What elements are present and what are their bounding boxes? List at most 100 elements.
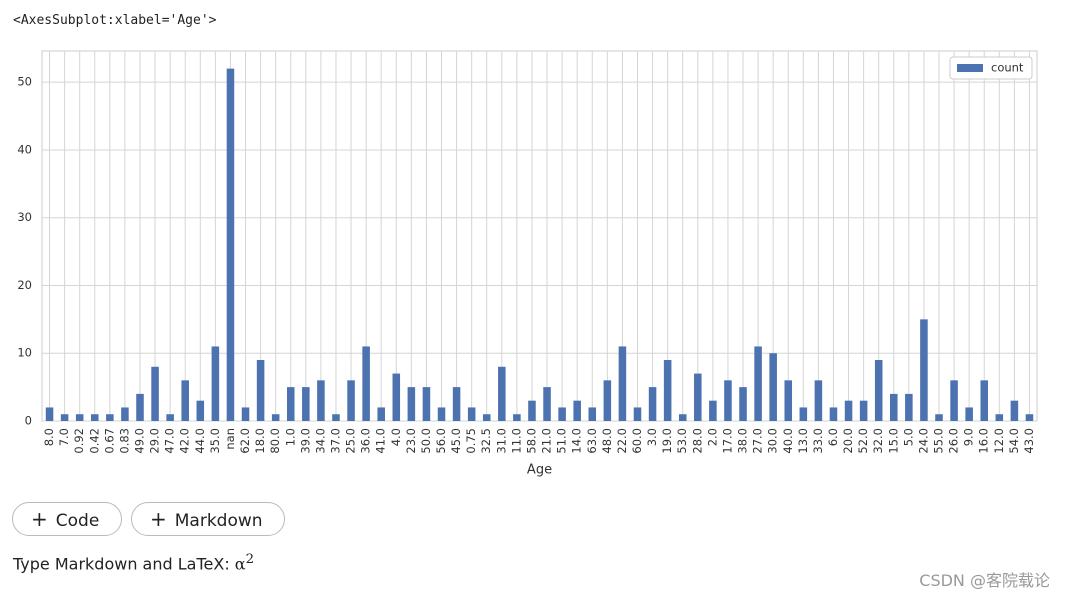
x-tick-label: 20.0 [841,428,855,454]
bar [302,387,310,421]
bar [769,353,777,421]
bar [603,380,612,421]
bar [920,319,928,421]
bar [166,414,174,421]
x-tick-label: 0.92 [72,428,86,454]
add-markdown-button[interactable]: + Markdown [131,502,285,536]
bar [784,380,793,421]
bar [709,400,717,421]
x-tick-label: 9.0 [962,428,976,446]
bar [452,387,461,421]
x-tick-label: 49.0 [132,428,146,454]
x-tick-label: 34.0 [313,428,327,454]
y-tick-label: 40 [17,142,32,156]
x-tick-label: 52.0 [856,428,870,454]
y-tick-label: 30 [17,210,32,224]
bar [45,407,54,421]
plot-area [41,50,1038,422]
x-tick-label: 25.0 [344,428,358,454]
bar [151,366,159,421]
x-tick-label: 27.0 [751,428,765,454]
x-tick-label: 22.0 [615,428,629,454]
bar [317,380,325,421]
x-tick-label: 12.0 [992,428,1006,454]
bar [739,387,747,421]
x-tick-label: 1.0 [283,428,297,446]
x-tick-label: 53.0 [675,428,689,454]
bar [181,380,189,421]
x-tick-label: 80.0 [268,428,282,454]
bar [422,387,431,421]
x-tick-label: 4.0 [389,428,403,446]
x-tick-label: 44.0 [193,428,207,454]
bar [814,380,823,421]
add-code-button[interactable]: + Code [12,502,122,536]
y-tick-label: 10 [17,346,32,360]
bar [754,346,762,421]
bar [588,407,597,421]
bar [543,387,551,421]
x-tick-label: 0.75 [464,428,478,454]
x-tick-label: 26.0 [947,428,961,454]
x-tick-label: 62.0 [238,428,252,454]
bar [558,407,566,421]
x-tick-label: 0.67 [102,428,116,454]
x-tick-label: 54.0 [1007,428,1021,454]
bar [528,400,536,421]
x-tick-label: 47.0 [163,428,177,454]
bar [995,414,1004,421]
x-axis-label: Age [527,463,552,478]
x-tick-label: 15.0 [886,428,900,454]
y-tick-label: 0 [25,414,32,428]
x-tick-label: 14.0 [570,428,584,454]
bar [844,400,853,421]
button-label: Markdown [174,511,263,531]
bar [965,407,973,421]
bar [286,387,295,421]
bar [694,373,702,421]
x-tick-label: 24.0 [916,428,930,454]
prompt-text: Type Markdown and LaTeX: [13,554,230,574]
markdown-prompt[interactable]: Type Markdown and LaTeX: α2 [13,552,254,573]
bar [241,407,250,421]
bar [633,407,642,421]
bar [377,407,385,421]
x-tick-label: 7.0 [57,428,71,446]
bar [347,380,355,421]
legend-swatch [957,64,983,72]
bar [678,414,687,421]
x-tick-label: 50.0 [419,428,433,454]
bar [121,407,129,421]
bar [905,393,913,421]
bar [482,414,491,421]
bar [60,414,69,421]
y-tick-label: 20 [17,278,32,292]
bar [90,414,99,421]
x-tick-label: 38.0 [736,428,750,454]
x-tick-label: 60.0 [630,428,644,454]
x-tick-label: 31.0 [494,428,508,454]
button-label: Code [55,511,100,531]
x-tick-label: nan [223,428,237,450]
x-tick-label: 23.0 [404,428,418,454]
x-tick-label: 18.0 [253,428,267,454]
bar [271,414,280,421]
bar [1025,414,1034,421]
x-tick-label: 48.0 [600,428,614,454]
x-tick-label: 45.0 [449,428,463,454]
x-tick-label: 30.0 [766,428,780,454]
bar [935,414,943,421]
x-tick-label: 0.83 [117,428,131,454]
bar [890,393,898,421]
bar [256,360,265,421]
x-tick-label: 37.0 [328,428,342,454]
x-tick-label: 8.0 [42,428,56,446]
watermark: CSDN @客院载论 [919,571,1050,590]
bar [226,68,235,421]
bar [392,373,401,421]
x-tick-label: 41.0 [374,428,388,454]
x-tick-label: 33.0 [811,428,825,454]
prompt-math: α [234,554,246,574]
x-tick-label: 19.0 [660,428,674,454]
